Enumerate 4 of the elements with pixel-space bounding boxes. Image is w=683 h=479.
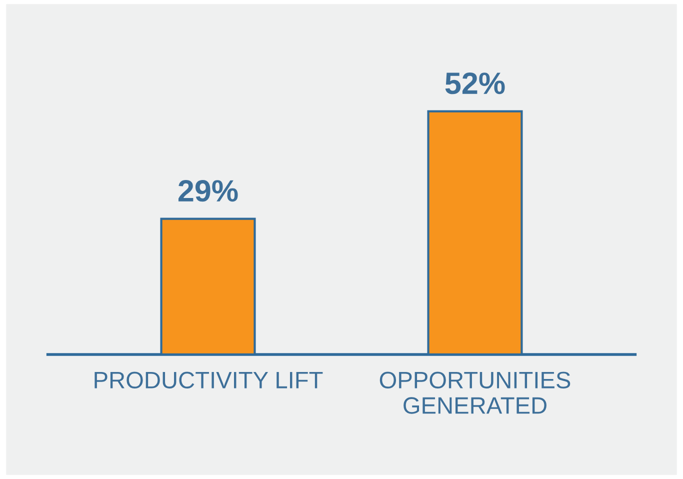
data-label: 29% [178,180,238,202]
x-tick-label: PRODUCTIVITY LIFT [94,372,323,388]
data-label: 52% [445,72,505,94]
x-tick-label: OPPORTUNITIES GENERATED [380,372,570,414]
